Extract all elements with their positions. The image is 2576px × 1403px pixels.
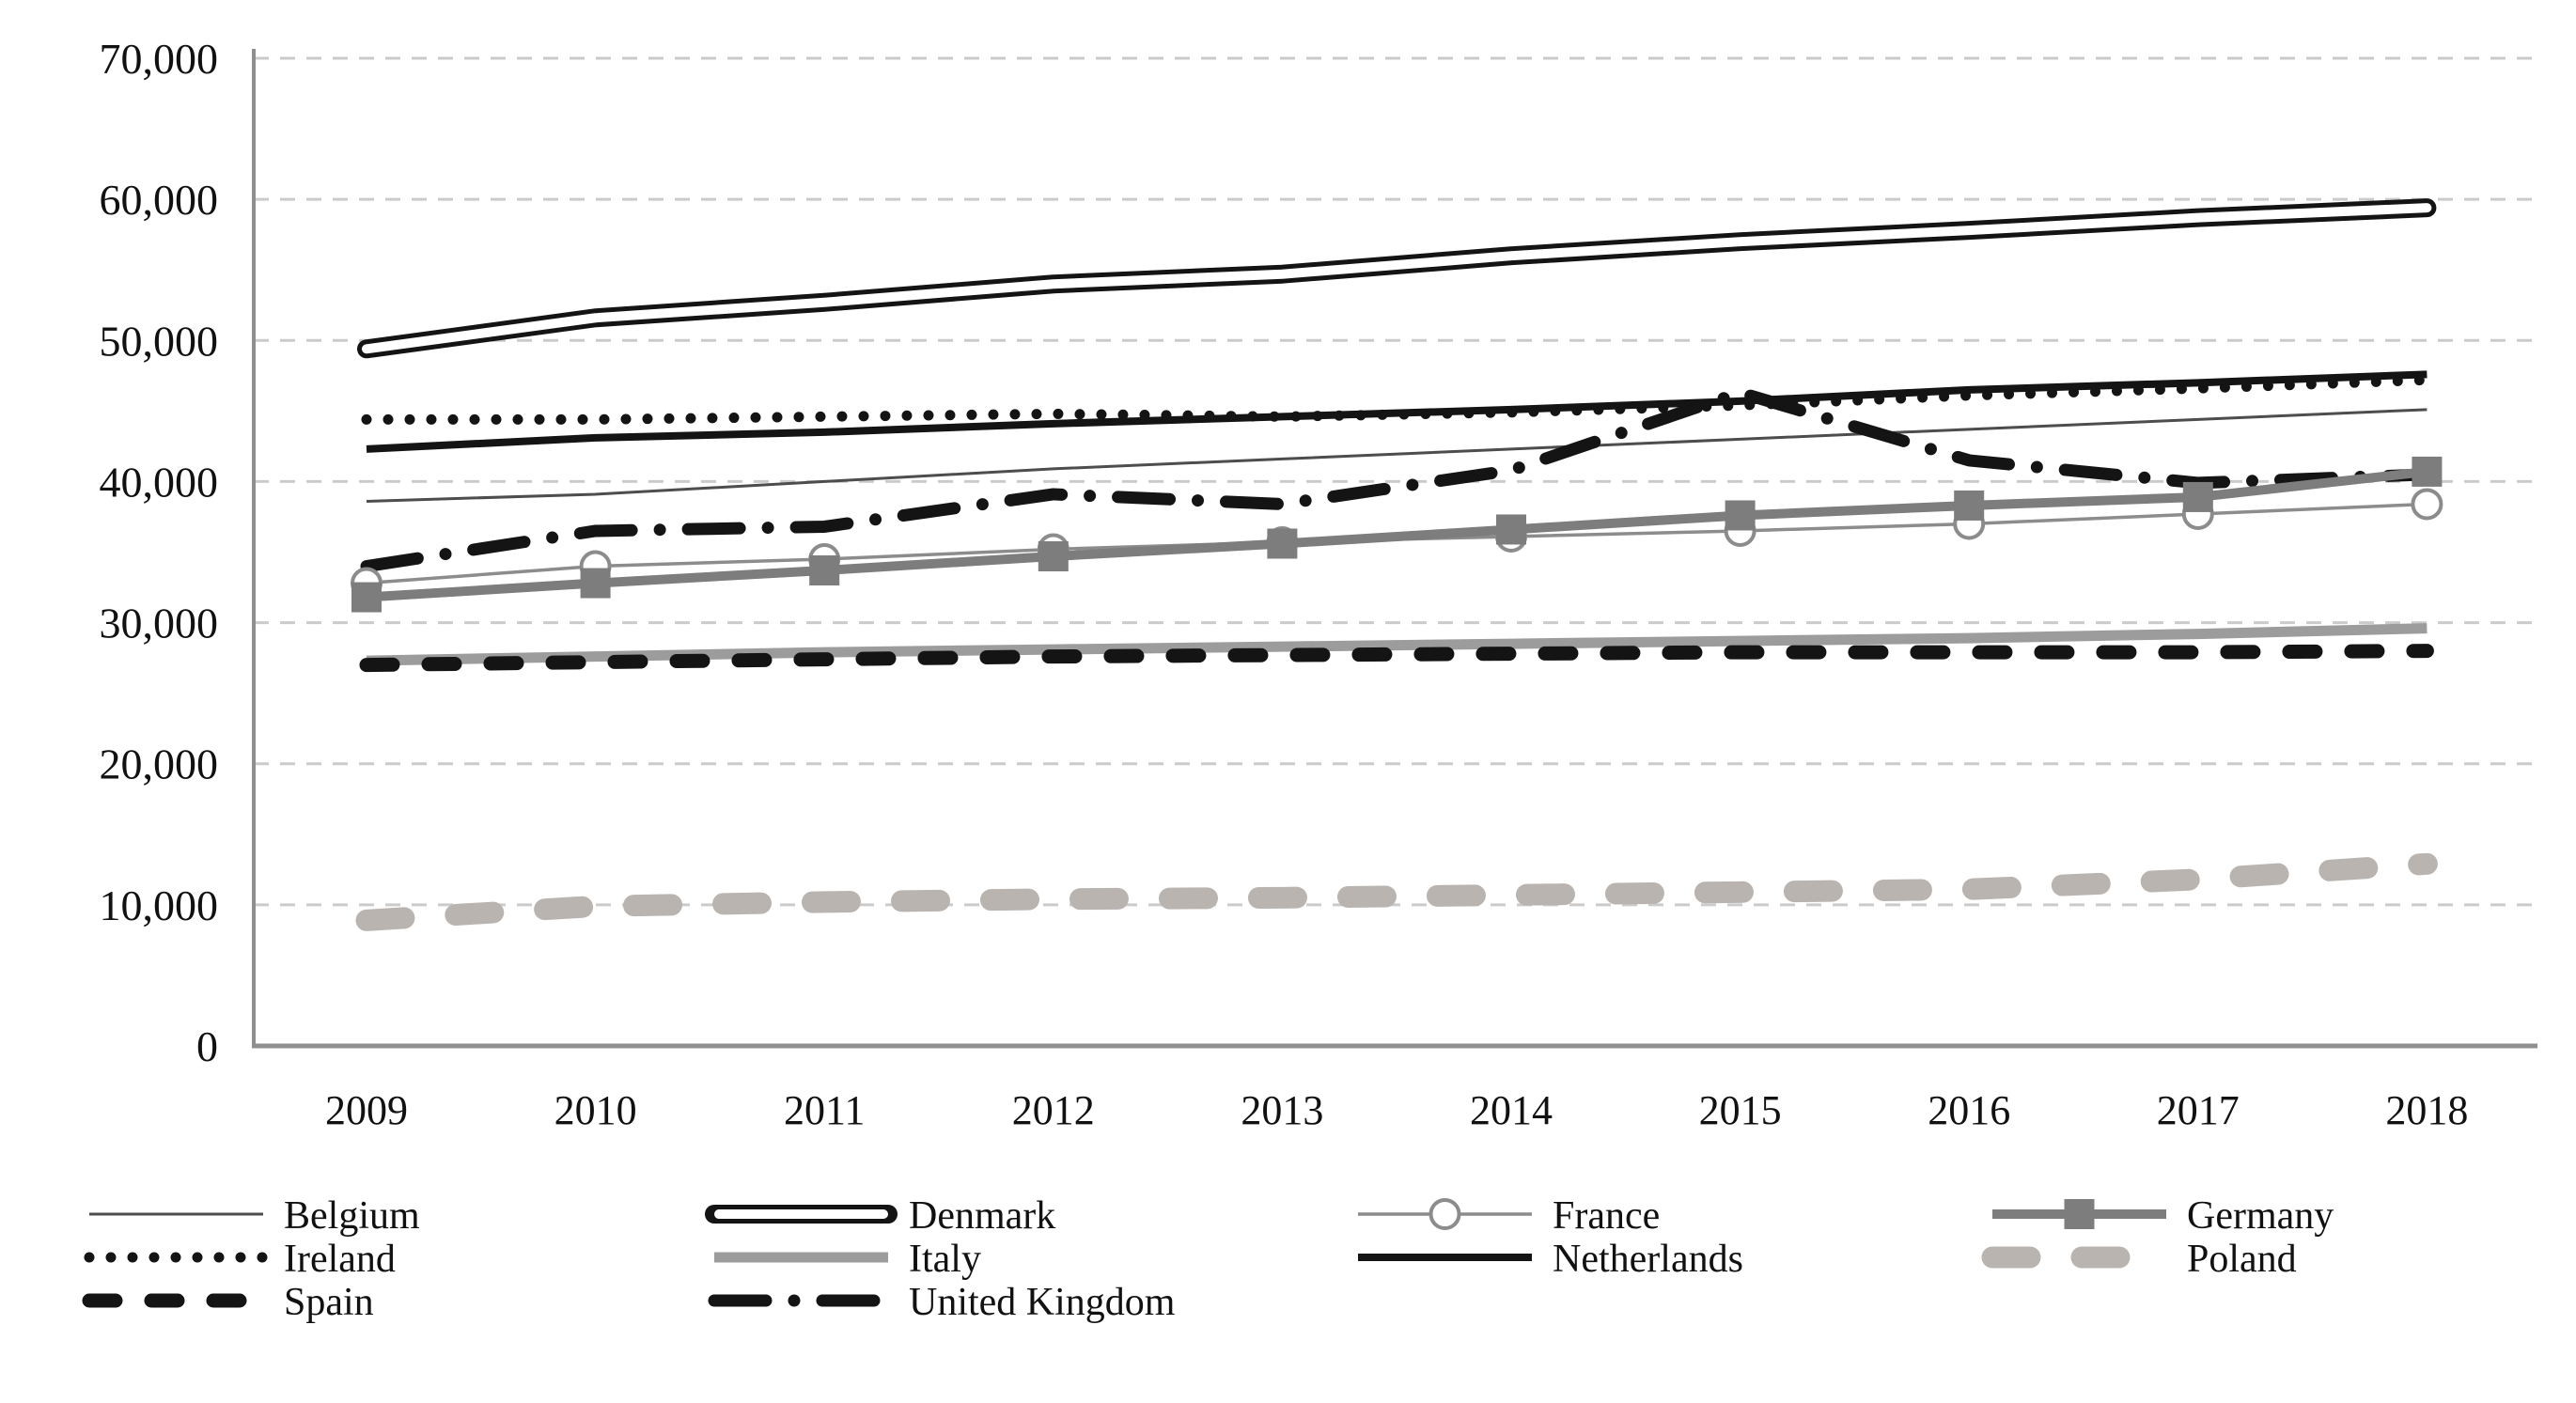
legend-item-netherlands: Netherlands bbox=[1358, 1238, 1743, 1281]
data-point-germany bbox=[1496, 514, 1526, 545]
legend-item-italy: Italy bbox=[714, 1238, 981, 1281]
y-axis-tick-label: 30,000 bbox=[100, 600, 219, 647]
legend-marker-circle bbox=[1429, 1198, 1461, 1230]
series-line-inner-denmark bbox=[362, 203, 2432, 354]
data-point-germany bbox=[1038, 541, 1069, 572]
series-line-germany bbox=[366, 466, 2428, 602]
series-line-poland bbox=[355, 852, 2438, 931]
y-axis-tick-label: 50,000 bbox=[100, 317, 219, 365]
data-point-germany bbox=[580, 568, 611, 599]
x-axis-tick-label: 2012 bbox=[1012, 1087, 1095, 1133]
series-line-united-kingdom bbox=[360, 386, 2433, 573]
data-point-germany bbox=[351, 582, 382, 613]
series-line-italy bbox=[366, 623, 2428, 666]
y-axis-tick-label: 0 bbox=[196, 1022, 218, 1070]
data-point-germany bbox=[809, 555, 840, 586]
legend-item-belgium: Belgium bbox=[89, 1194, 420, 1238]
series-line-belgium bbox=[366, 408, 2428, 503]
x-axis-tick-label: 2014 bbox=[1470, 1087, 1553, 1133]
legend-label-belgium: Belgium bbox=[284, 1194, 420, 1238]
y-axis-tick-label: 10,000 bbox=[100, 881, 219, 929]
legend-label-netherlands: Netherlands bbox=[1553, 1238, 1743, 1281]
legend-label-poland: Poland bbox=[2187, 1238, 2297, 1281]
x-axis-tick-label: 2009 bbox=[325, 1087, 408, 1133]
y-axis-tick-label: 60,000 bbox=[100, 176, 219, 224]
legend-label-denmark: Denmark bbox=[909, 1194, 1055, 1238]
x-axis-tick-label: 2017 bbox=[2157, 1087, 2240, 1133]
y-axis-tick-label: 70,000 bbox=[100, 35, 219, 83]
legend-label-united-kingdom: United Kingdom bbox=[909, 1281, 1176, 1324]
legend-label-spain: Spain bbox=[284, 1281, 374, 1324]
legend-item-poland: Poland bbox=[1981, 1238, 2297, 1281]
data-point-germany bbox=[1725, 500, 1756, 531]
series-line-denmark bbox=[357, 198, 2437, 359]
x-axis-tick-label: 2013 bbox=[1241, 1087, 1323, 1133]
legend-item-france: France bbox=[1358, 1194, 1660, 1238]
x-axis-tick-label: 2010 bbox=[554, 1087, 637, 1133]
series-line-france bbox=[366, 502, 2428, 585]
legend-marker-square bbox=[2064, 1199, 2095, 1229]
data-point-germany bbox=[2412, 456, 2443, 487]
x-axis-tick-label: 2011 bbox=[784, 1087, 865, 1133]
x-axis-tick-label: 2018 bbox=[2385, 1087, 2468, 1133]
legend-label-italy: Italy bbox=[909, 1238, 981, 1281]
legend-item-denmark: Denmark bbox=[705, 1194, 1055, 1238]
legend-item-ireland: Ireland bbox=[84, 1238, 396, 1281]
data-point-germany bbox=[2182, 481, 2213, 512]
legend-label-germany: Germany bbox=[2187, 1194, 2334, 1238]
legend-label-france: France bbox=[1553, 1194, 1660, 1238]
data-point-germany bbox=[1954, 490, 1985, 521]
y-axis-tick-label: 40,000 bbox=[100, 458, 219, 506]
series-line-netherlands bbox=[366, 370, 2428, 453]
legend-item-germany: Germany bbox=[1992, 1194, 2334, 1238]
x-axis-tick-label: 2015 bbox=[1699, 1087, 1782, 1133]
data-point-germany bbox=[1267, 528, 1298, 559]
legend-item-united-kingdom: United Kingdom bbox=[708, 1281, 1176, 1324]
data-point-france bbox=[2411, 488, 2443, 521]
series-line-ireland bbox=[361, 374, 2432, 425]
legend-item-spain: Spain bbox=[82, 1281, 374, 1324]
legend-label-ireland: Ireland bbox=[284, 1238, 396, 1281]
y-axis-tick-label: 20,000 bbox=[100, 740, 219, 788]
series-line-spain bbox=[359, 644, 2434, 673]
x-axis-tick-label: 2016 bbox=[1928, 1087, 2010, 1133]
